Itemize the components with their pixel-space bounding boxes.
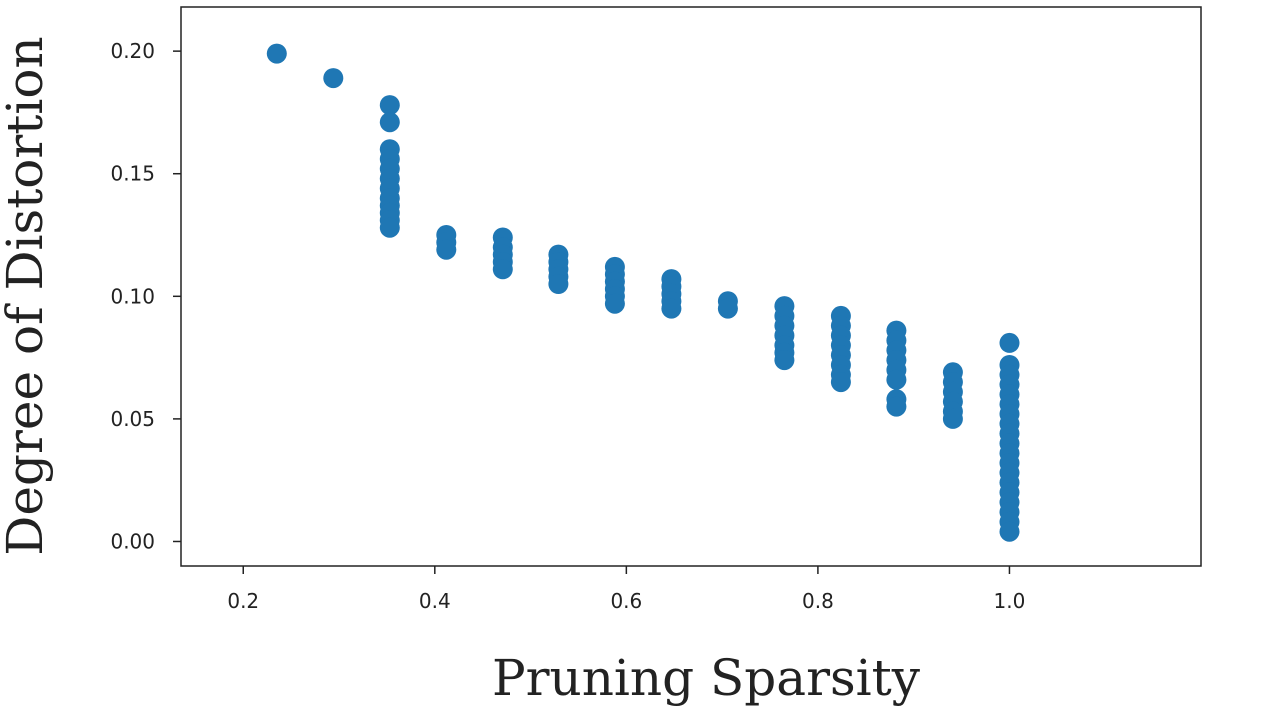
- y-tick-label: 0.05: [110, 407, 155, 431]
- x-tick-label: 0.6: [610, 589, 642, 613]
- y-tick-label: 0.00: [110, 529, 155, 553]
- data-point: [942, 408, 963, 429]
- data-point: [999, 332, 1020, 353]
- data-point: [379, 217, 400, 238]
- y-axis-ticks: 0.00 0.05 0.10 0.15 0.20: [110, 39, 181, 553]
- x-tick-label: 0.2: [227, 589, 259, 613]
- y-tick-label: 0.20: [110, 39, 155, 63]
- data-points: [266, 43, 1020, 542]
- plot-frame: [180, 6, 1202, 567]
- x-tick-label: 0.8: [802, 589, 834, 613]
- x-tick-label: 1.0: [994, 589, 1026, 613]
- data-point: [661, 298, 682, 319]
- data-point: [323, 68, 344, 89]
- data-point: [266, 43, 287, 64]
- data-point: [492, 259, 513, 280]
- data-point: [999, 521, 1020, 542]
- x-axis-title: Pruning Sparsity: [492, 649, 921, 707]
- data-point: [830, 372, 851, 393]
- data-point: [436, 239, 457, 260]
- data-point: [886, 369, 907, 390]
- data-point: [604, 293, 625, 314]
- x-axis-ticks: 0.2 0.4 0.6 0.8 1.0: [227, 566, 1025, 613]
- data-point: [717, 298, 738, 319]
- y-tick-label: 0.10: [110, 284, 155, 308]
- data-point: [379, 95, 400, 116]
- data-point: [886, 396, 907, 417]
- data-point: [548, 274, 569, 294]
- y-axis-title: Degree of Distortion: [0, 36, 54, 555]
- data-point: [379, 112, 400, 133]
- data-point: [774, 350, 795, 371]
- y-tick-label: 0.15: [110, 162, 155, 186]
- x-tick-label: 0.4: [419, 589, 451, 613]
